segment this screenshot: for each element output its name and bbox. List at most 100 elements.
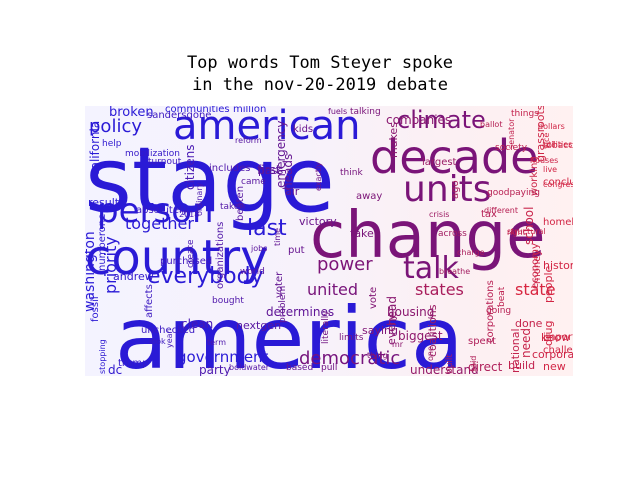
cloud-word: fossil (90, 296, 101, 322)
cloud-word: things (511, 109, 539, 119)
cloud-word: together (125, 214, 194, 233)
cloud-word: change (310, 199, 546, 273)
cloud-word: power (317, 254, 373, 275)
cloud-word: party (199, 363, 231, 376)
cloud-word: limits (339, 333, 364, 343)
cloud-word: talking (350, 107, 381, 117)
cloud-word: people (542, 265, 555, 303)
cloud-word: pass (258, 164, 284, 177)
cloud-word: houses (530, 156, 559, 165)
title-line-2: in the nov-20-2019 debate (192, 75, 448, 95)
cloud-word: grassroots (534, 106, 547, 162)
cloud-word: put (288, 245, 305, 256)
cloud-word: boldwater (229, 363, 270, 372)
cloud-word: based (286, 363, 314, 373)
cloud-word: school (522, 206, 536, 245)
cloud-word: conclusion (543, 177, 573, 188)
cloud-word: fuels (328, 107, 348, 116)
cloud-word: need (519, 328, 533, 358)
cloud-word: stopping (98, 339, 107, 374)
cloud-word: one (426, 346, 435, 361)
cloud-word: crisis (429, 210, 450, 219)
cloud-word: decade (370, 130, 539, 184)
cloud-word: organizations (215, 221, 226, 289)
cloud-word: affects (144, 284, 155, 318)
cloud-word: units (403, 169, 492, 210)
cloud-word: mobilization (125, 149, 180, 159)
cloud-word: unchecked (141, 325, 196, 336)
cloud-word: beat (497, 286, 507, 307)
cloud-word: structural (507, 227, 546, 236)
cloud-word: american (173, 106, 361, 149)
cloud-word: think (340, 168, 363, 178)
cloud-word: everybody (147, 264, 264, 289)
cloud-word: goodpaying (487, 188, 540, 198)
cloud-word: country (85, 230, 269, 286)
cloud-word: breathe (439, 267, 471, 276)
cloud-word: know (541, 331, 571, 344)
cloud-word: state (515, 280, 556, 299)
cloud-word: exactly (314, 162, 323, 191)
cloud-word: away (356, 191, 383, 202)
cloud-word: vote (368, 286, 379, 309)
cloud-word: voter (274, 271, 285, 298)
cloud-word: housing (387, 305, 435, 319)
cloud-word: communities (165, 106, 230, 115)
cloud-word: congress (543, 180, 573, 189)
cloud-word: heads (281, 153, 295, 190)
cloud-word: citizens (183, 144, 197, 190)
cloud-word: understand (410, 363, 479, 376)
cloud-word: every (385, 313, 398, 345)
cloud-word: charge (457, 248, 485, 257)
cloud-word: california (88, 120, 102, 176)
cloud-word: person (97, 191, 214, 231)
cloud-word: said (469, 355, 478, 372)
cloud-word: nextgen (236, 319, 282, 332)
cloud-word: turnout (148, 157, 182, 167)
cloud-word: tobacco (543, 141, 573, 151)
cloud-word: time (273, 227, 282, 246)
cloud-word: important (543, 332, 573, 343)
cloud-word: victory (299, 215, 337, 228)
cloud-word: includes (209, 163, 251, 174)
cloud-word: spent (468, 336, 496, 347)
cloud-word: clean (181, 317, 214, 331)
cloud-word: reform (235, 136, 262, 145)
cloud-word: biggest (398, 329, 443, 343)
cloud-word: new (543, 360, 566, 373)
cloud-word: world (240, 267, 265, 277)
cloud-word: direct (468, 360, 503, 374)
cloud-word: million (233, 106, 267, 115)
cloud-word: look (149, 337, 166, 346)
cloud-word: different (484, 206, 518, 215)
cloud-word: kids (293, 124, 314, 135)
cloud-word: live (543, 165, 558, 174)
cloud-word: democratic (299, 348, 401, 369)
cloud-word: united (307, 280, 358, 299)
cloud-word: absolutely (136, 205, 188, 216)
cloud-word: literally (321, 310, 331, 344)
cloud-word: purchased (160, 256, 213, 267)
cloud-word: determines (266, 305, 335, 319)
cloud-word: government (177, 348, 269, 366)
cloud-word: corporate (532, 348, 573, 361)
cloud-word: stage (85, 128, 335, 233)
cloud-word: makes (387, 122, 400, 158)
cloud-word: andrew (113, 270, 154, 283)
page-title: Top words Tom Steyer spoke in the nov-20… (0, 52, 640, 96)
cloud-word: america (115, 289, 464, 376)
cloud-word: first (257, 163, 281, 177)
cloud-word: pull (321, 363, 338, 373)
cloud-word: challenge (543, 345, 573, 356)
cloud-word: dc (108, 363, 123, 376)
cloud-word: companies (386, 113, 452, 127)
cloud-word: society (495, 143, 528, 153)
cloud-word: result (88, 196, 120, 209)
cloud-word: build (508, 359, 536, 372)
cloud-word: saying (362, 324, 398, 337)
cloud-word: ago (450, 180, 461, 199)
cloud-word: largest (422, 157, 457, 168)
word-cloud: america stage change decade country american p… (85, 106, 573, 376)
cloud-word: homeless (543, 217, 573, 228)
cloud-word: policy (89, 116, 142, 137)
